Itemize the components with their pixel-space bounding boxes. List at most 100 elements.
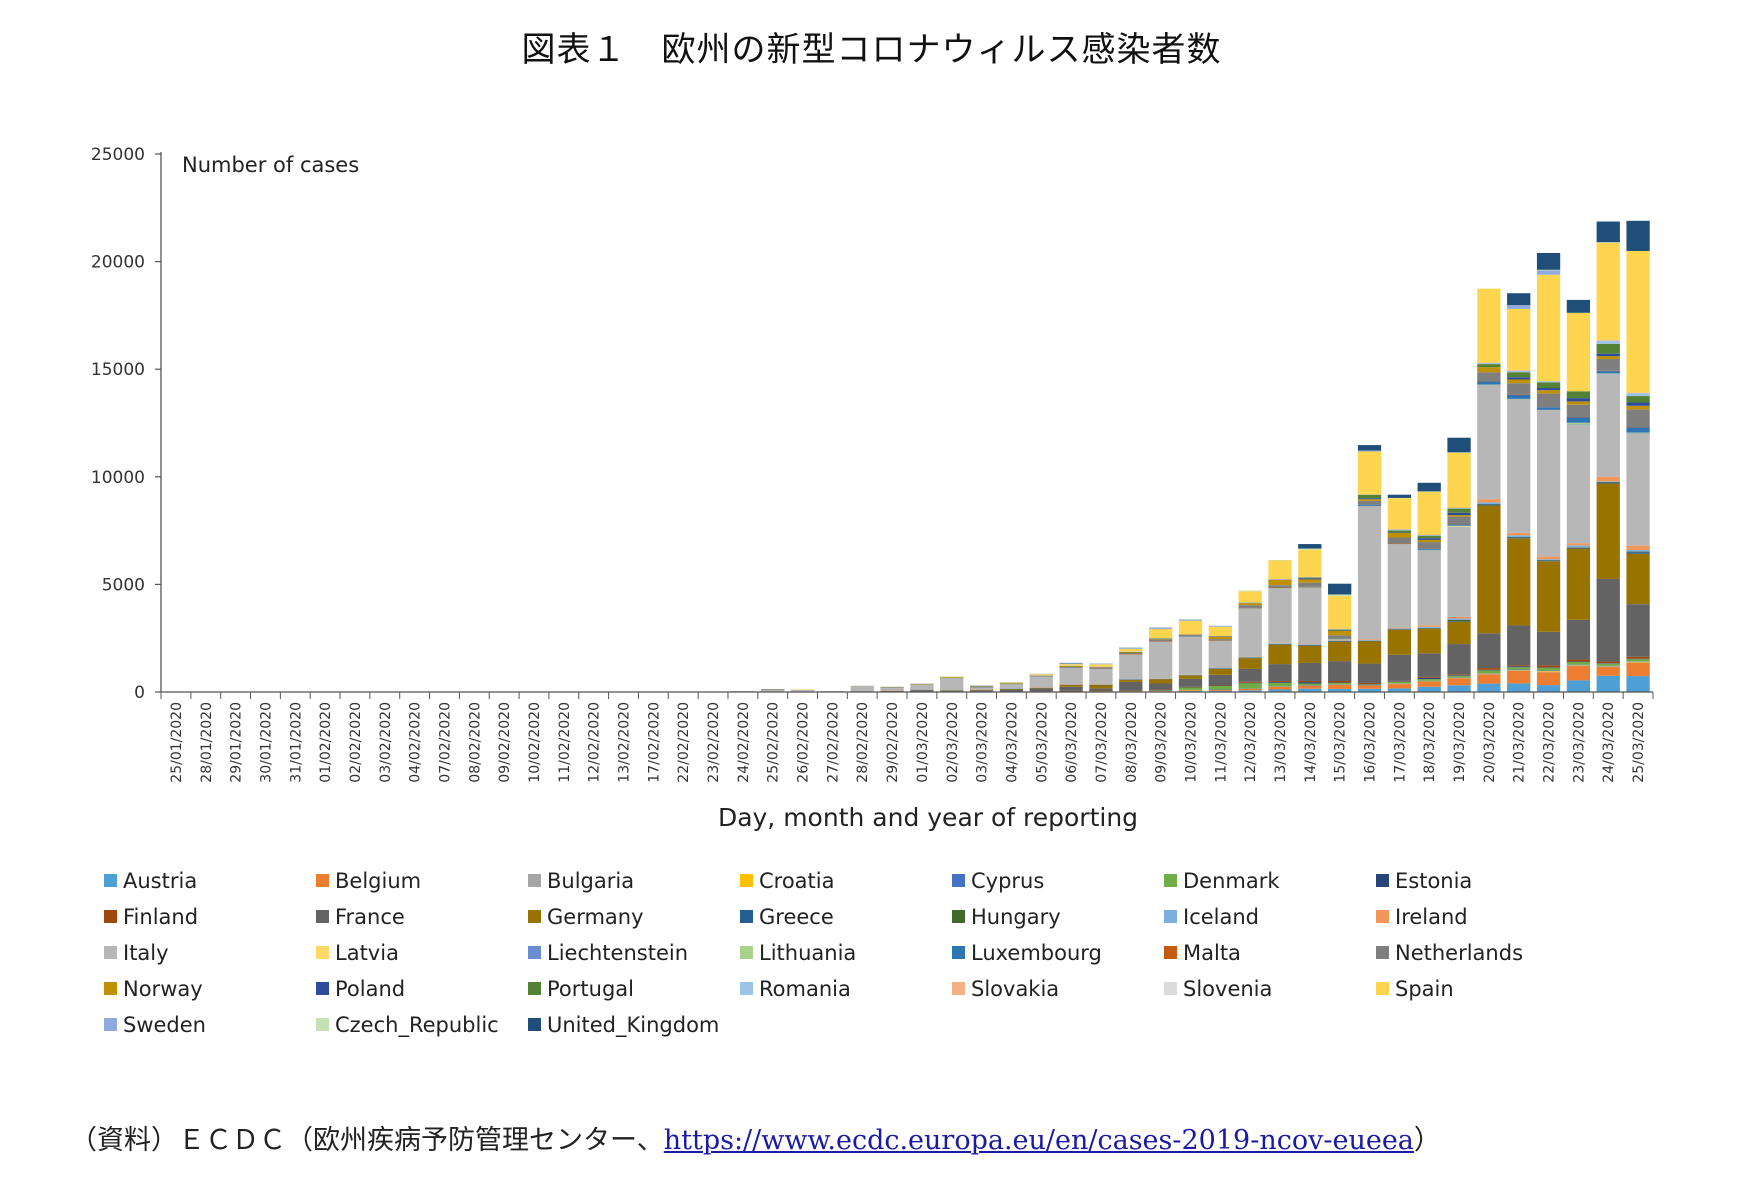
- bar-segment-norway-07/03/2020: [1089, 666, 1113, 668]
- bar-segment-estonia-17/03/2020: [1387, 681, 1411, 682]
- bar-segment-luxembourg-25/03/2020: [1626, 427, 1650, 433]
- bar-segment-poland-16/03/2020: [1357, 498, 1382, 500]
- x-tick-label: 11/02/2020: [557, 702, 573, 783]
- bar-segment-italy-11/03/2020: [1208, 640, 1232, 669]
- bar-segment-france-24/03/2020: [1596, 578, 1620, 662]
- legend-item-croatia: Croatia: [740, 866, 952, 895]
- bar-segment-italy-13/03/2020: [1268, 588, 1292, 643]
- bar-segment-norway-15/03/2020: [1328, 630, 1352, 636]
- bar-segment-france-03/03/2020: [969, 690, 994, 692]
- x-tick-label: 15/03/2020: [1333, 702, 1349, 783]
- bar-segment-hungary-25/03/2020: [1626, 551, 1650, 553]
- bar-segment-estonia-20/03/2020: [1477, 669, 1501, 671]
- x-tick-label: 28/01/2020: [199, 702, 215, 783]
- source-suffix: ）: [1413, 1125, 1441, 1156]
- bar-segment-spain-19/03/2020: [1447, 452, 1471, 508]
- y-tick-label: 10000: [91, 468, 145, 488]
- bar-segment-denmark-25/03/2020: [1626, 659, 1650, 662]
- bar-segment-greece-22/03/2020: [1536, 560, 1561, 562]
- bar-segment-norway-14/03/2020: [1298, 579, 1322, 583]
- bar-segment-spain-13/03/2020: [1268, 560, 1292, 580]
- bar-segment-ireland-17/03/2020: [1387, 627, 1411, 629]
- bar-segment-portugal-22/03/2020: [1536, 382, 1561, 389]
- legend-label: Denmark: [1183, 868, 1280, 893]
- x-tick-label: 12/02/2020: [587, 702, 603, 783]
- bar-segment-norway-20/03/2020: [1477, 367, 1501, 373]
- bar-segment-luxembourg-16/03/2020: [1357, 504, 1382, 506]
- bar-segment-denmark-22/03/2020: [1536, 667, 1561, 671]
- bar-segment-romania-21/03/2020: [1507, 370, 1531, 373]
- x-tick-label: 27/02/2020: [825, 702, 841, 783]
- legend-swatch: [1164, 946, 1177, 959]
- bar-segment-slovakia-21/03/2020: [1507, 369, 1531, 371]
- bar-segment-france-08/03/2020: [1119, 681, 1143, 691]
- bar-segment-italy-17/03/2020: [1387, 543, 1411, 628]
- bar-segment-czech_republic-19/03/2020: [1447, 452, 1471, 453]
- bar-segment-france-22/03/2020: [1536, 631, 1561, 666]
- legend-item-lithuania: Lithuania: [740, 938, 952, 967]
- bar-segment-italy-25/02/2020: [761, 689, 785, 692]
- legend-swatch: [1164, 874, 1177, 887]
- bar-segment-netherlands-20/03/2020: [1477, 372, 1501, 382]
- bar-segment-cyprus-23/03/2020: [1566, 664, 1591, 666]
- bar-segment-netherlands-17/03/2020: [1387, 537, 1411, 544]
- bar-segment-luxembourg-24/03/2020: [1596, 371, 1620, 374]
- bar-segment-luxembourg-15/03/2020: [1328, 638, 1352, 640]
- bar-segment-romania-19/03/2020: [1447, 508, 1471, 509]
- legend-item-france: France: [316, 902, 528, 931]
- bar-segment-netherlands-24/03/2020: [1596, 359, 1620, 371]
- bar-segment-slovakia-24/03/2020: [1596, 340, 1620, 341]
- bar-segment-norway-16/03/2020: [1357, 499, 1382, 501]
- source-link[interactable]: https://www.ecdc.europa.eu/en/cases-2019…: [663, 1125, 1414, 1156]
- bar-segment-germany-12/03/2020: [1238, 658, 1262, 669]
- bar-segment-belgium-13/03/2020: [1268, 686, 1292, 690]
- x-tick-label: 30/01/2020: [258, 702, 274, 783]
- x-tick-label: 19/03/2020: [1452, 702, 1468, 783]
- bar-segment-cyprus-22/03/2020: [1536, 670, 1561, 671]
- legend-swatch: [952, 874, 965, 887]
- bar-segment-france-10/03/2020: [1178, 678, 1203, 687]
- bar-segment-portugal-19/03/2020: [1447, 508, 1471, 513]
- x-tick-label: 16/03/2020: [1363, 702, 1379, 783]
- bar-segment-finland-14/03/2020: [1298, 680, 1322, 683]
- legend-item-belgium: Belgium: [316, 866, 528, 895]
- bar-segment-ireland-19/03/2020: [1447, 616, 1471, 619]
- legend-label: Cyprus: [971, 868, 1045, 893]
- legend-item-sweden: Sweden: [104, 1010, 316, 1039]
- bar-segment-iceland-18/03/2020: [1417, 626, 1441, 628]
- x-tick-label: 05/03/2020: [1034, 702, 1050, 783]
- x-tick-label: 01/02/2020: [318, 702, 334, 783]
- legend-label: Iceland: [1183, 904, 1260, 929]
- bar-segment-netherlands-25/03/2020: [1626, 409, 1650, 428]
- legend-label: Germany: [547, 904, 644, 929]
- bar-segment-austria-23/03/2020: [1566, 680, 1591, 692]
- legend-label: Ireland: [1395, 904, 1468, 929]
- bar-segment-austria-15/03/2020: [1328, 688, 1352, 692]
- bars-layer: [194, 220, 1650, 693]
- bar-segment-slovakia-18/03/2020: [1417, 534, 1441, 536]
- legend-item-czech_republic: Czech_Republic: [316, 1010, 528, 1039]
- bar-segment-italy-18/03/2020: [1417, 550, 1441, 626]
- bar-segment-iceland-19/03/2020: [1447, 618, 1471, 620]
- bar-segment-czech_republic-13/03/2020: [1268, 559, 1292, 561]
- bar-segment-germany-13/03/2020: [1268, 644, 1292, 665]
- legend-item-ireland: Ireland: [1376, 902, 1588, 931]
- bar-segment-spain-24/03/2020: [1596, 242, 1620, 341]
- bar-segment-norway-18/03/2020: [1417, 539, 1441, 543]
- bar-segment-belgium-14/03/2020: [1298, 685, 1322, 689]
- y-tick-label: 0: [134, 683, 145, 703]
- legend-item-bulgaria: Bulgaria: [528, 866, 740, 895]
- bar-segment-germany-24/03/2020: [1596, 483, 1620, 579]
- bar-segment-portugal-17/03/2020: [1387, 530, 1411, 533]
- bar-segment-czech_republic-14/03/2020: [1298, 548, 1322, 550]
- bar-segment-france-20/03/2020: [1477, 633, 1501, 669]
- bar-segment-france-05/03/2020: [1029, 688, 1053, 692]
- bar-segment-poland-21/03/2020: [1507, 377, 1531, 380]
- bar-segment-netherlands-06/03/2020: [1059, 666, 1083, 668]
- y-tick-label: 5000: [102, 575, 145, 595]
- bar-segment-italy-08/03/2020: [1119, 654, 1143, 680]
- legend-swatch: [104, 910, 117, 923]
- bar-segment-austria-21/03/2020: [1507, 683, 1531, 692]
- bar-segment-luxembourg-22/03/2020: [1536, 407, 1561, 410]
- x-tick-label: 06/03/2020: [1064, 702, 1080, 783]
